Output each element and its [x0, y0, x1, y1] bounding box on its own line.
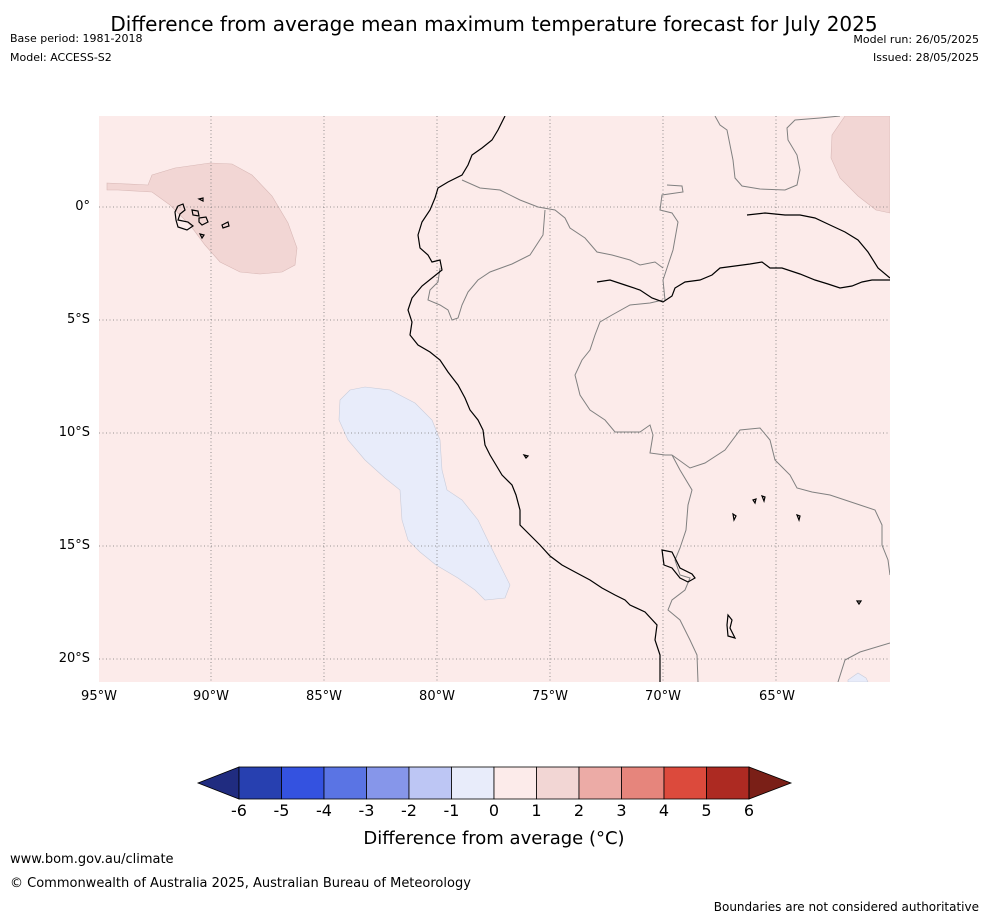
colorbar-tick-label: 2 — [573, 801, 585, 820]
colorbar-swatch — [706, 766, 750, 800]
colorbar-swatch — [366, 766, 410, 800]
lon-label-85w: 85°W — [306, 689, 342, 704]
lat-label-10s: 10°S — [58, 425, 90, 440]
lat-label-15s: 15°S — [58, 538, 90, 553]
colorbar-tick-label: -6 — [231, 801, 247, 820]
lon-label-90w: 90°W — [193, 689, 229, 704]
map-panel — [99, 116, 890, 682]
lon-label-70w: 70°W — [645, 689, 681, 704]
colorbar-tick-label: 5 — [701, 801, 712, 820]
colorbar-title: Difference from average (°C) — [363, 828, 625, 849]
colorbar-tick-label: -4 — [316, 801, 332, 820]
colorbar-swatch — [408, 766, 452, 800]
colorbar-swatch — [536, 766, 580, 800]
lon-label-95w: 95°W — [81, 689, 117, 704]
lon-label-80w: 80°W — [419, 689, 455, 704]
colorbar-swatch — [281, 766, 325, 800]
colorbar-tick-label: -1 — [443, 801, 460, 820]
colorbar-swatch — [578, 766, 622, 800]
model-run-label: Model run: 26/05/2025 — [853, 33, 979, 46]
colorbar-tick-label: 1 — [531, 801, 542, 820]
colorbar-tick-label: 4 — [658, 801, 670, 820]
lat-label-20s: 20°S — [58, 651, 90, 666]
footer-url[interactable]: www.bom.gov.au/climate — [10, 852, 174, 867]
lat-label-0: 0° — [75, 199, 90, 214]
country-borders — [427, 116, 890, 682]
chart-title-text: Difference from average mean maximum tem… — [110, 12, 878, 36]
footer-disclaimer: Boundaries are not considered authoritat… — [713, 900, 979, 914]
colorbar-arrow-low — [196, 766, 240, 800]
lon-label-75w: 75°W — [532, 689, 568, 704]
colorbar-tick-label: 3 — [616, 801, 627, 820]
coastline — [174, 116, 890, 682]
cool-patch-southeast — [847, 672, 869, 682]
colorbar-arrow-high — [748, 766, 793, 800]
base-period-label: Base period: 1981-2018 — [10, 32, 143, 45]
colorbar-swatch — [451, 766, 495, 800]
chart-title: Difference from average mean maximum tem… — [0, 12, 988, 37]
colorbar-tick-label: -5 — [273, 801, 290, 820]
lon-label-65w: 65°W — [759, 689, 795, 704]
colorbar-swatch — [621, 766, 665, 800]
colorbar-swatch — [493, 766, 537, 800]
map-graticule — [99, 116, 890, 682]
footer-copyright: © Commonwealth of Australia 2025, Austra… — [10, 876, 471, 891]
colorbar-tick-label: -3 — [358, 801, 375, 820]
warm-patch-northeast — [830, 116, 890, 214]
colorbar-swatch — [663, 766, 707, 800]
colorbar-tick-label: -2 — [401, 801, 417, 820]
colorbar — [196, 766, 793, 800]
warm-patch-galapagos — [106, 162, 298, 275]
colorbar-tick-label: 0 — [488, 801, 500, 820]
lat-label-5s: 5°S — [66, 312, 90, 327]
colorbar-swatch — [238, 766, 282, 800]
colorbar-swatch — [323, 766, 367, 800]
issued-label: Issued: 28/05/2025 — [872, 51, 979, 64]
colorbar-tick-label: 6 — [743, 801, 755, 820]
model-label: Model: ACCESS-S2 — [10, 51, 112, 64]
cool-patch-pacific — [338, 386, 511, 601]
